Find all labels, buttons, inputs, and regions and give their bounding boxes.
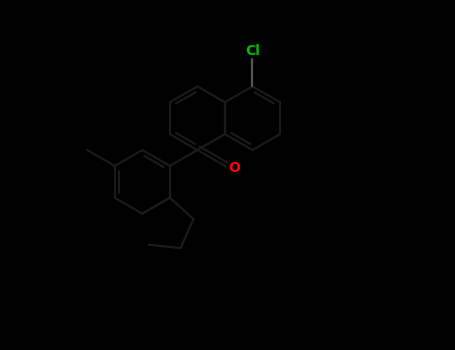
- Text: O: O: [228, 161, 240, 175]
- Text: Cl: Cl: [245, 44, 260, 58]
